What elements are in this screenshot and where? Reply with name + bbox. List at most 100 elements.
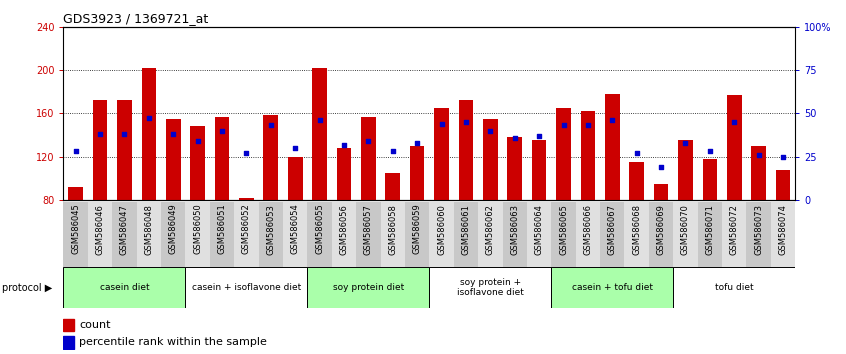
Text: GSM586046: GSM586046 (96, 204, 105, 255)
Text: GSM586051: GSM586051 (217, 204, 227, 255)
Bar (381, 202, 405, 267)
Point (118, 131, 131, 137)
Bar (161, 202, 185, 267)
Point (93, 131, 107, 137)
Bar (580, 111, 596, 200)
Bar (405, 202, 429, 267)
Text: GSM586070: GSM586070 (681, 204, 690, 255)
Text: GSM586052: GSM586052 (242, 204, 251, 255)
Point (410, 140, 424, 145)
Text: GSM586068: GSM586068 (632, 204, 641, 255)
Text: GSM586066: GSM586066 (584, 204, 592, 255)
Text: GSM586073: GSM586073 (754, 204, 763, 255)
Point (728, 119, 741, 125)
Text: GSM586049: GSM586049 (168, 204, 178, 255)
Text: GSM586059: GSM586059 (413, 204, 421, 255)
Bar (556, 108, 571, 200)
Bar (63, 319, 74, 331)
Text: GSM586060: GSM586060 (437, 204, 446, 255)
Bar (259, 202, 283, 267)
Text: protocol ▶: protocol ▶ (2, 282, 52, 293)
Point (142, 116, 156, 121)
Bar (624, 202, 649, 267)
Text: GSM586065: GSM586065 (559, 204, 568, 255)
Bar (63, 202, 88, 267)
Text: GSM586058: GSM586058 (388, 204, 398, 255)
Text: tofu diet: tofu diet (715, 283, 754, 292)
Text: casein + isoflavone diet: casein + isoflavone diet (192, 283, 301, 292)
Point (338, 142, 351, 147)
Bar (312, 68, 327, 200)
Text: GSM586074: GSM586074 (778, 204, 788, 255)
Bar (751, 146, 766, 200)
Bar (429, 202, 453, 267)
Bar (649, 202, 673, 267)
Text: GDS3923 / 1369721_at: GDS3923 / 1369721_at (63, 12, 209, 25)
Bar (746, 202, 771, 267)
Bar (483, 119, 497, 200)
Text: GSM586054: GSM586054 (291, 204, 299, 255)
Point (484, 128, 497, 133)
Bar (215, 116, 229, 200)
Bar (63, 336, 74, 349)
Point (630, 150, 644, 156)
Bar (702, 159, 717, 200)
Bar (722, 202, 746, 267)
Text: count: count (80, 320, 111, 330)
Bar (508, 137, 522, 200)
Point (167, 131, 180, 137)
Bar (673, 267, 795, 308)
Bar (63, 267, 185, 308)
Bar (210, 202, 234, 267)
Bar (552, 267, 673, 308)
Bar (453, 202, 478, 267)
Bar (361, 116, 376, 200)
Point (459, 119, 473, 125)
Bar (654, 184, 668, 200)
Bar (166, 119, 180, 200)
Bar (527, 202, 552, 267)
Text: casein + tofu diet: casein + tofu diet (572, 283, 653, 292)
Bar (190, 126, 205, 200)
Bar (88, 202, 113, 267)
Text: soy protein +
isoflavone diet: soy protein + isoflavone diet (457, 278, 524, 297)
Bar (727, 95, 742, 200)
Bar (409, 146, 425, 200)
Bar (234, 202, 259, 267)
Bar (332, 202, 356, 267)
Text: GSM586067: GSM586067 (607, 204, 617, 255)
Text: GSM586047: GSM586047 (120, 204, 129, 255)
Text: GSM586062: GSM586062 (486, 204, 495, 255)
Bar (185, 267, 307, 308)
Bar (629, 162, 644, 200)
Bar (698, 202, 722, 267)
Text: GSM586064: GSM586064 (535, 204, 544, 255)
Bar (263, 115, 278, 200)
Text: GSM586055: GSM586055 (315, 204, 324, 255)
Point (654, 164, 667, 170)
Point (532, 133, 546, 139)
Bar (337, 148, 351, 200)
Bar (434, 108, 449, 200)
Point (557, 122, 570, 128)
Bar (307, 267, 429, 308)
Point (606, 118, 619, 123)
Bar (356, 202, 381, 267)
Point (752, 152, 766, 158)
Point (703, 149, 717, 154)
Bar (307, 202, 332, 267)
Text: GSM586061: GSM586061 (461, 204, 470, 255)
Bar (113, 202, 136, 267)
Point (239, 150, 253, 156)
Bar (776, 170, 790, 200)
Text: GSM586071: GSM586071 (706, 204, 714, 255)
Bar (605, 94, 619, 200)
Bar (69, 187, 83, 200)
Point (264, 122, 277, 128)
Bar (283, 202, 307, 267)
Point (215, 128, 228, 133)
Point (288, 145, 302, 151)
Bar (678, 141, 693, 200)
Bar (503, 202, 527, 267)
Bar (459, 100, 473, 200)
